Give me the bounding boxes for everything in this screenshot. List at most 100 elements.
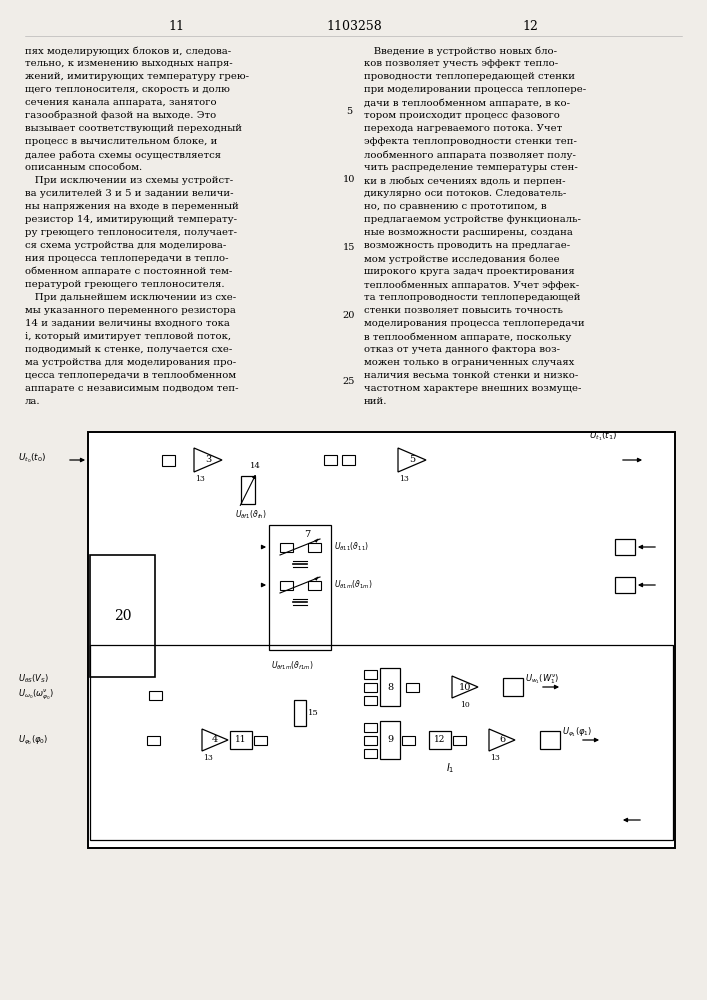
Bar <box>363 682 377 692</box>
Bar <box>88 432 675 848</box>
Text: вызывает соответствующий переходный: вызывает соответствующий переходный <box>25 124 242 133</box>
Text: $U_{\vartheta f1}(\vartheta_{fn})$: $U_{\vartheta f1}(\vartheta_{fn})$ <box>235 509 267 521</box>
Text: 20: 20 <box>114 609 132 623</box>
Bar <box>615 539 635 555</box>
Polygon shape <box>202 729 228 751</box>
Text: 14 и задании величины входного тока: 14 и задании величины входного тока <box>25 319 230 328</box>
Bar <box>363 748 377 758</box>
Text: но, по сравнению с прототипом, в: но, по сравнению с прототипом, в <box>364 202 547 211</box>
Bar <box>363 736 377 744</box>
Text: $U_{\varphi_1}(\varphi_1)$: $U_{\varphi_1}(\varphi_1)$ <box>562 725 592 739</box>
Text: Введение в устройство новых бло-: Введение в устройство новых бло- <box>364 46 557 55</box>
Bar <box>363 722 377 732</box>
Text: перехода нагреваемого потока. Учет: перехода нагреваемого потока. Учет <box>364 124 562 133</box>
Text: теплообменных аппаратов. Учет эффек-: теплообменных аппаратов. Учет эффек- <box>364 280 579 290</box>
Text: 10: 10 <box>460 701 470 709</box>
Text: 12: 12 <box>434 736 445 744</box>
Text: наличия весьма тонкой стенки и низко-: наличия весьма тонкой стенки и низко- <box>364 371 578 380</box>
Text: При исключении из схемы устройст-: При исключении из схемы устройст- <box>25 176 233 185</box>
Bar <box>148 690 161 700</box>
Text: ков позволяет учесть эффект тепло-: ков позволяет учесть эффект тепло- <box>364 59 558 68</box>
Text: $I_1$: $I_1$ <box>445 761 454 775</box>
Bar <box>406 682 419 692</box>
Text: 14: 14 <box>250 462 261 470</box>
Text: проводности теплопередающей стенки: проводности теплопередающей стенки <box>364 72 575 81</box>
Bar <box>380 668 400 706</box>
Polygon shape <box>489 729 515 751</box>
Bar <box>363 670 377 678</box>
Bar <box>294 700 306 726</box>
Bar <box>308 580 320 589</box>
Bar <box>308 542 320 552</box>
Text: ру греющего теплоносителя, получает-: ру греющего теплоносителя, получает- <box>25 228 237 237</box>
Text: газообразной фазой на выходе. Это: газообразной фазой на выходе. Это <box>25 111 216 120</box>
Text: 11: 11 <box>168 19 184 32</box>
Polygon shape <box>398 448 426 472</box>
Text: ва усилителей 3 и 5 и задании величи-: ва усилителей 3 и 5 и задании величи- <box>25 189 233 198</box>
Text: 3: 3 <box>205 456 211 464</box>
Text: ния процесса теплопередачи в тепло-: ния процесса теплопередачи в тепло- <box>25 254 228 263</box>
Text: частотном характере внешних возмуще-: частотном характере внешних возмуще- <box>364 384 581 393</box>
Text: широкого круга задач проектирования: широкого круга задач проектирования <box>364 267 575 276</box>
Bar <box>90 555 155 677</box>
Text: ла.: ла. <box>25 397 40 406</box>
Text: 20: 20 <box>343 310 355 320</box>
Text: отказ от учета данного фактора воз-: отказ от учета данного фактора воз- <box>364 345 560 354</box>
Polygon shape <box>452 676 478 698</box>
Text: стенки позволяет повысить точность: стенки позволяет повысить точность <box>364 306 563 315</box>
Text: 1103258: 1103258 <box>326 19 382 32</box>
Text: пературой греющего теплоносителя.: пературой греющего теплоносителя. <box>25 280 225 289</box>
Text: ны напряжения на входе в переменный: ны напряжения на входе в переменный <box>25 202 239 211</box>
Text: щего теплоносителя, скорость и долю: щего теплоносителя, скорость и долю <box>25 85 230 94</box>
Bar <box>146 736 160 744</box>
Text: $U_{\vartheta f1m}(\vartheta_{f1m})$: $U_{\vartheta f1m}(\vartheta_{f1m})$ <box>271 660 313 672</box>
Text: 5: 5 <box>409 456 415 464</box>
Text: $U_{\varphi_0}(\varphi_0)$: $U_{\varphi_0}(\varphi_0)$ <box>18 733 48 747</box>
Text: і, который имитирует тепловой поток,: і, который имитирует тепловой поток, <box>25 332 231 341</box>
Text: 10: 10 <box>343 176 355 184</box>
Text: предлагаемом устройстве функциональ-: предлагаемом устройстве функциональ- <box>364 215 581 224</box>
Text: чить распределение температуры стен-: чить распределение температуры стен- <box>364 163 578 172</box>
Text: 7: 7 <box>304 530 310 539</box>
Bar <box>380 721 400 759</box>
Bar <box>503 678 523 696</box>
Text: 12: 12 <box>522 19 538 32</box>
Bar <box>429 731 451 749</box>
Text: ся схема устройства для моделирова-: ся схема устройства для моделирова- <box>25 241 226 250</box>
Text: $U_{w_1}(W_1^{\nu})$: $U_{w_1}(W_1^{\nu})$ <box>525 672 559 686</box>
Text: жений, имитирующих температуру грею-: жений, имитирующих температуру грею- <box>25 72 249 81</box>
Bar <box>341 455 354 465</box>
Bar <box>230 731 252 749</box>
Polygon shape <box>194 448 222 472</box>
Text: при моделировании процесса теплопере-: при моделировании процесса теплопере- <box>364 85 586 94</box>
Text: эффекта теплопроводности стенки теп-: эффекта теплопроводности стенки теп- <box>364 137 577 146</box>
Text: та теплопроводности теплопередающей: та теплопроводности теплопередающей <box>364 293 580 302</box>
Text: ки в любых сечениях вдоль и перпен-: ки в любых сечениях вдоль и перпен- <box>364 176 566 186</box>
Bar <box>324 455 337 465</box>
Text: процесс в вычислительном блоке, и: процесс в вычислительном блоке, и <box>25 137 217 146</box>
Text: лообменного аппарата позволяет полу-: лообменного аппарата позволяет полу- <box>364 150 576 159</box>
Bar <box>161 454 175 466</box>
Text: аппарате с независимым подводом теп-: аппарате с независимым подводом теп- <box>25 384 238 393</box>
Bar <box>363 696 377 704</box>
Text: $U_{\vartheta 1m}(\vartheta_{1m})$: $U_{\vartheta 1m}(\vartheta_{1m})$ <box>334 579 373 591</box>
Text: $U_{t_0}(t_0)$: $U_{t_0}(t_0)$ <box>18 451 47 465</box>
Text: 11: 11 <box>235 736 247 744</box>
Text: в теплообменном аппарате, поскольку: в теплообменном аппарате, поскольку <box>364 332 571 342</box>
Text: моделирования процесса теплопередачи: моделирования процесса теплопередачи <box>364 319 585 328</box>
Bar <box>279 542 293 552</box>
Text: обменном аппарате с постоянной тем-: обменном аппарате с постоянной тем- <box>25 267 233 276</box>
Bar <box>90 645 673 840</box>
Text: 25: 25 <box>343 377 355 386</box>
Bar <box>540 731 560 749</box>
Bar <box>254 736 267 744</box>
Text: $U_{t_1}(t_1)$: $U_{t_1}(t_1)$ <box>589 429 617 443</box>
Text: тельно, к изменению выходных напря-: тельно, к изменению выходных напря- <box>25 59 233 68</box>
Text: возможность проводить на предлагае-: возможность проводить на предлагае- <box>364 241 570 250</box>
Text: $U_{\theta S}(V_S)$: $U_{\theta S}(V_S)$ <box>18 673 49 685</box>
Text: подводимый к стенке, получается схе-: подводимый к стенке, получается схе- <box>25 345 233 354</box>
Text: мом устройстве исследования более: мом устройстве исследования более <box>364 254 560 263</box>
Text: описанным способом.: описанным способом. <box>25 163 142 172</box>
Text: 15: 15 <box>343 243 355 252</box>
Text: цесса теплопередачи в теплообменном: цесса теплопередачи в теплообменном <box>25 371 236 380</box>
